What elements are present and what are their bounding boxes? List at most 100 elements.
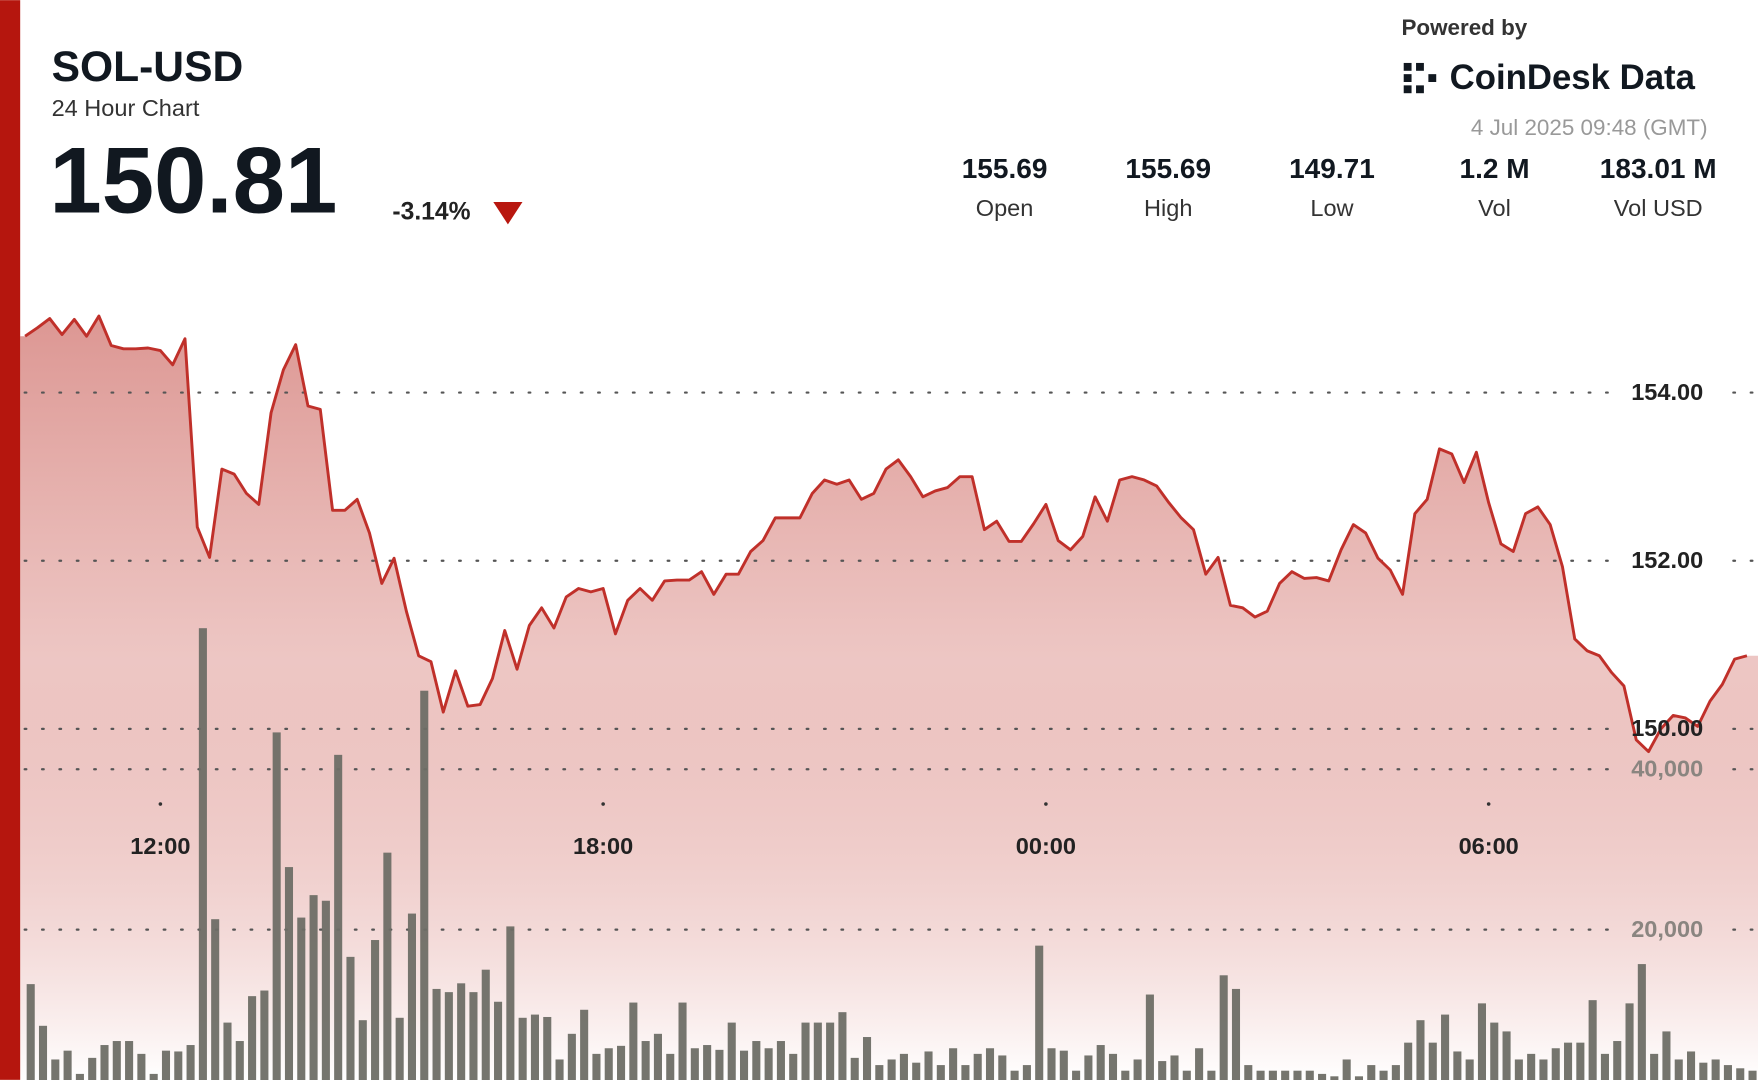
volume-bar (592, 1053, 601, 1080)
y-tick-label: 154.00 (1631, 379, 1703, 405)
volume-bar (678, 1002, 687, 1080)
x-tick-mark (1486, 802, 1491, 806)
volume-bar (38, 1025, 48, 1080)
x-tick-label: 06:00 (1459, 833, 1519, 859)
volume-bar (826, 1022, 835, 1080)
volume-bar (1514, 1059, 1523, 1080)
volume-bar (912, 1062, 921, 1080)
volume-bar (235, 1041, 244, 1080)
volume-bar (1379, 1070, 1388, 1080)
y-tick-label: 152.00 (1631, 547, 1703, 573)
volume-bar (739, 1050, 749, 1080)
volume-bar (260, 990, 269, 1080)
stats: 155.69 Open 155.69 High 149.71 Low 1.2 M Vol 183… (962, 153, 1717, 221)
volume-bar (469, 992, 478, 1080)
volume-bar (1354, 1076, 1364, 1080)
stat-value: 149.71 (1289, 153, 1375, 184)
volume-bar (1268, 1070, 1277, 1080)
volume-bar (1133, 1059, 1142, 1080)
accent-bar (0, 0, 21, 1080)
price-area (20, 316, 1758, 1080)
volume-bar (838, 1012, 847, 1080)
volume-bar (666, 1053, 675, 1080)
powered-by: Powered by (1401, 15, 1527, 40)
volume-bar (1477, 1003, 1487, 1080)
volume-bar (309, 895, 318, 1080)
volume-bar (1748, 1070, 1757, 1080)
symbol: SOL-USD (52, 43, 244, 91)
volume-bar (1564, 1042, 1573, 1080)
volume-bar (1600, 1053, 1609, 1080)
volume-bar (88, 1057, 97, 1080)
volume-bar (813, 1022, 822, 1080)
volume-bar (899, 1053, 908, 1080)
volume-bar (223, 1022, 232, 1080)
stat-label: Vol USD (1614, 195, 1703, 221)
volume-bar (1219, 975, 1228, 1080)
volume-bar (1625, 1003, 1634, 1080)
x-tick-label: 12:00 (130, 833, 190, 859)
volume-bar (776, 1041, 785, 1080)
volume-bar (1035, 945, 1044, 1080)
volume-bar (1490, 1022, 1499, 1080)
volume-bar (801, 1022, 810, 1080)
volume-bar (284, 867, 294, 1080)
volume-bar (1170, 1055, 1179, 1080)
volume-bar (1416, 1020, 1425, 1080)
grid-layer (23, 391, 1758, 931)
volume-bar (1047, 1048, 1056, 1080)
volume-bar (629, 1002, 638, 1080)
volume-bar (641, 1041, 650, 1080)
volume-bar (1404, 1042, 1413, 1080)
volume-bar (346, 956, 355, 1080)
down-arrow (493, 201, 523, 225)
volume-bar (604, 1048, 613, 1080)
stat-value: 183.01 M (1600, 153, 1717, 184)
volume-bar (395, 1017, 404, 1080)
volume-bar (1428, 1042, 1437, 1080)
volume-bar (973, 1053, 982, 1080)
volume-bar (1244, 1065, 1253, 1080)
volume-bar (555, 1059, 564, 1080)
volume-bar (789, 1053, 798, 1080)
volume-bar (174, 1051, 183, 1080)
volume-bar (297, 917, 306, 1080)
volume-bar (518, 1017, 527, 1080)
volume-bar (530, 1014, 539, 1080)
volume-bar (407, 913, 417, 1080)
volume-bar (1453, 1051, 1462, 1080)
volume-bar (1281, 1070, 1290, 1080)
volume-bar (100, 1045, 109, 1080)
volume-bar (1182, 1070, 1191, 1080)
volume-bar (1330, 1076, 1339, 1080)
volume-bar (567, 1033, 576, 1080)
volume-bar (371, 940, 380, 1080)
volume-bar (506, 926, 515, 1080)
label-layer: 150.00 152.00 154.00 20,000 40,000 12:00 18:00… (130, 379, 1703, 942)
line-layer (24, 314, 1748, 754)
volume-bar (1613, 1041, 1622, 1080)
subtitle: 24 Hour Chart (52, 95, 200, 121)
y2-tick-label: 20,000 (1631, 916, 1703, 942)
volume-bar (1010, 1070, 1019, 1080)
volume-bar (727, 1022, 736, 1080)
stat-value: 155.69 (962, 153, 1048, 184)
volume-bar (161, 1050, 171, 1080)
volume-bar (875, 1065, 884, 1080)
volume-bar (1305, 1070, 1314, 1080)
volume-bar (1539, 1059, 1548, 1080)
volume-bar (1736, 1068, 1745, 1080)
volume-bar (1318, 1073, 1327, 1080)
volume-bar (1391, 1065, 1400, 1080)
volume-bar (334, 754, 343, 1080)
area-layer (20, 316, 1758, 1080)
volume-bar (1637, 964, 1646, 1080)
x-tick-mark (601, 802, 605, 806)
volume-bar (715, 1049, 724, 1080)
volume-bar (653, 1033, 662, 1080)
y2-tick-label: 40,000 (1631, 756, 1703, 782)
volume-bar (1108, 1053, 1118, 1080)
stat-label: Low (1310, 195, 1354, 221)
